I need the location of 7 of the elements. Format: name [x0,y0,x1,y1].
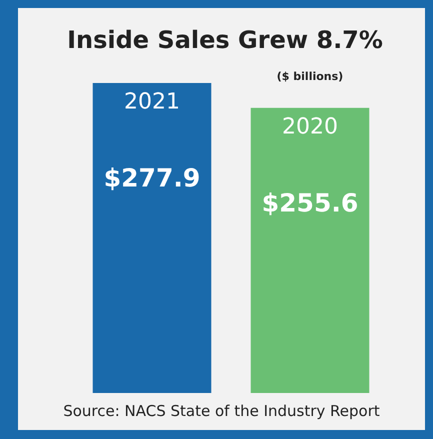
source-note: Source: NACS State of the Industry Report [62,402,381,420]
x-tick-label: 2021 [124,90,180,115]
chart-title: Inside Sales Grew 8.7% [66,26,384,54]
chart-subtitle: ($ billions) [276,70,344,83]
data-label: $255.6 [262,188,358,218]
data-label: $277.9 [104,164,200,192]
x-tick-label: 2020 [282,114,338,140]
